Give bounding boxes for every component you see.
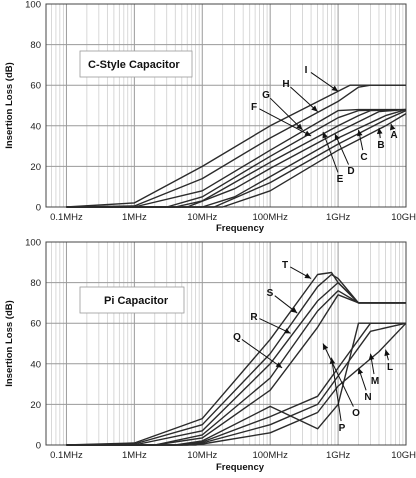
annotation-arrowhead-S <box>290 307 298 314</box>
annotation-arrow-F <box>259 108 312 137</box>
y-tick-label: 60 <box>30 81 41 92</box>
annotation-arrowhead-N <box>357 367 364 375</box>
annotation-arrow-E <box>322 131 339 173</box>
annotation-arrowhead-C <box>357 129 363 137</box>
curve-label-I: I <box>305 65 308 76</box>
plot-frame <box>45 3 407 208</box>
series-line-I <box>66 84 406 208</box>
x-tick-label: 10GHz <box>391 450 416 461</box>
y-tick-label: 80 <box>30 278 41 289</box>
annotation-arrow-Q <box>241 339 283 369</box>
series-line-R <box>66 281 406 446</box>
curve-label-R: R <box>250 312 258 323</box>
series-line-G <box>66 108 406 208</box>
plot-area <box>46 242 406 445</box>
plot-frame <box>45 241 407 446</box>
panel-title-box <box>79 50 193 78</box>
y-tick-label: 0 <box>36 203 41 214</box>
curve-label-F: F <box>251 102 257 113</box>
curve-label-Q: Q <box>233 332 241 343</box>
annotation-arrowhead-O <box>323 343 329 351</box>
y-axis-title: Insertion Loss (dB) <box>4 300 15 387</box>
annotation-arrowhead-G <box>296 123 303 130</box>
curve-label-O: O <box>352 408 360 419</box>
curve-label-H: H <box>282 79 289 90</box>
x-tick-label: 0.1MHz <box>50 212 83 223</box>
annotation-arrowhead-E <box>322 131 328 139</box>
x-axis-title: Frequency <box>216 223 265 234</box>
annotation-arrowhead-B <box>376 127 383 135</box>
chart-panel-2: 0 20 40 60 80 100 0.1MHz 1MHz 10MHz 100MHz 1GHz 10G… <box>4 238 416 474</box>
curve-label-T: T <box>282 260 288 271</box>
annotation-arrow-G <box>269 97 303 131</box>
annotation-arrowhead-Q <box>275 362 283 368</box>
annotation-arrowhead-H <box>311 105 318 112</box>
series-line-A <box>66 112 407 208</box>
annotation-arrow-H <box>290 86 318 112</box>
series-line-P <box>66 294 406 446</box>
curve-label-M: M <box>371 376 379 387</box>
x-tick-label: 100MHz <box>252 450 288 461</box>
x-tick-label: 10GHz <box>391 212 416 223</box>
y-tick-label: 0 <box>36 441 41 452</box>
annotation-arrowhead-R <box>283 328 291 334</box>
curve-label-N: N <box>364 392 371 403</box>
x-axis-title: Frequency <box>216 462 265 473</box>
annotation-arrow-P <box>331 357 342 422</box>
annotation-arrowhead-T <box>304 273 312 279</box>
y-tick-label: 40 <box>30 121 41 132</box>
curve-label-A: A <box>390 130 397 141</box>
annotation-arrowhead-L <box>384 349 390 357</box>
curve-label-G: G <box>262 90 270 101</box>
annotation-arrowhead-A <box>389 123 396 131</box>
y-tick-label: 40 <box>30 359 41 370</box>
y-tick-label: 80 <box>30 40 41 51</box>
curve-label-L: L <box>387 362 393 373</box>
annotation-arrowhead-I <box>331 85 339 92</box>
plot-area <box>46 4 406 207</box>
curve-label-S: S <box>267 288 274 299</box>
panel-title: C-Style Capacitor <box>88 59 180 71</box>
y-tick-label: 100 <box>25 238 41 249</box>
x-tick-label: 0.1MHz <box>50 450 83 461</box>
y-axis-title: Insertion Loss (dB) <box>4 62 15 149</box>
x-tick-label: 1MHz <box>122 450 147 461</box>
panel-title: Pi Capacitor <box>104 295 169 307</box>
curve-label-P: P <box>339 423 346 434</box>
x-tick-label: 100MHz <box>252 212 288 223</box>
curve-label-C: C <box>360 152 367 163</box>
x-tick-label: 1GHz <box>326 450 351 461</box>
x-tick-label: 1MHz <box>122 212 147 223</box>
x-tick-label: 10MHz <box>187 450 217 461</box>
curve-label-E: E <box>337 174 344 185</box>
annotation-arrowhead-P <box>329 357 336 365</box>
y-tick-label: 20 <box>30 162 41 173</box>
y-tick-label: 20 <box>30 400 41 411</box>
annotation-arrowhead-F <box>304 130 312 136</box>
curve-label-B: B <box>377 140 384 151</box>
annotation-arrowhead-D <box>334 133 340 141</box>
x-tick-label: 1GHz <box>326 212 351 223</box>
annotation-arrowhead-M <box>368 353 375 361</box>
curve-label-D: D <box>347 166 354 177</box>
chart-panel-1: 0 20 40 60 80 100 0.1MHz 1MHz 10MHz 100MHz 1GHz 10G… <box>4 0 416 234</box>
y-tick-label: 60 <box>30 319 41 330</box>
series-line-E <box>66 108 407 208</box>
x-tick-label: 10MHz <box>187 212 217 223</box>
series-line-S <box>66 273 406 446</box>
panel-title-box <box>79 286 185 314</box>
y-tick-label: 100 <box>25 0 41 11</box>
annotation-arrow-O <box>322 343 354 407</box>
series-line-H <box>66 84 406 208</box>
